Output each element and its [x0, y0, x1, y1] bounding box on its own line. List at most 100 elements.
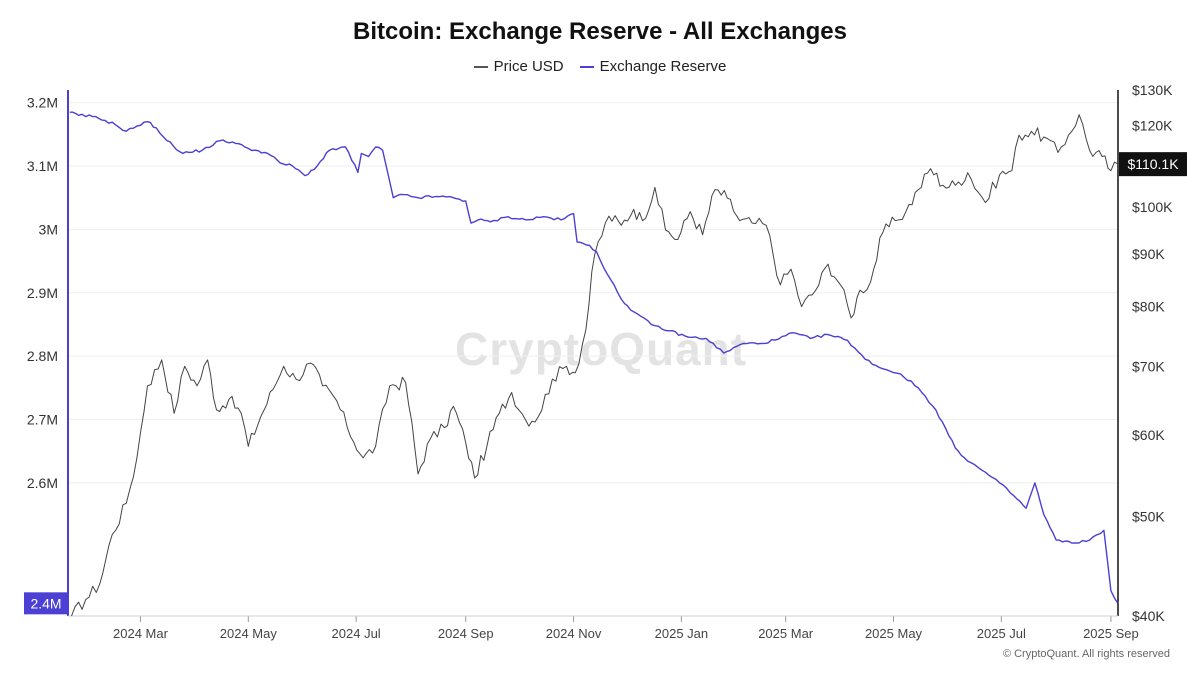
price-point [417, 472, 420, 475]
x-tick-label: 2024 Nov [546, 626, 602, 641]
price-point [227, 398, 230, 401]
reserve-point [470, 222, 473, 225]
reserve-point [705, 337, 708, 340]
price-point [404, 381, 407, 384]
reserve-point [899, 372, 902, 375]
price-point [998, 173, 1001, 176]
y-right-tick-label: $130K [1132, 82, 1173, 98]
reserve-point [165, 139, 168, 142]
reserve-point [572, 212, 575, 215]
x-tick-label: 2025 Jan [655, 626, 709, 641]
price-point [917, 188, 920, 191]
reserve-point [954, 447, 957, 450]
price-point [282, 365, 285, 368]
y-right-tick-label: $90K [1132, 246, 1165, 262]
price-point [98, 582, 101, 585]
reserve-point [385, 165, 388, 168]
price-point [473, 476, 476, 479]
reserve-point [881, 367, 884, 370]
price-point [1067, 134, 1070, 137]
reserve-point [417, 196, 420, 199]
price-point [443, 426, 446, 429]
price-point [676, 238, 679, 241]
price-point [881, 231, 884, 234]
reserve-point [181, 152, 184, 155]
y-right-tick-label: $60K [1132, 427, 1165, 443]
current-price-badge [1119, 152, 1187, 177]
chart-title: Bitcoin: Exchange Reserve - All Exchange… [353, 18, 847, 45]
reserve-point [576, 241, 579, 244]
reserve-point [77, 114, 80, 117]
reserve-point [827, 333, 830, 336]
price-point [429, 437, 432, 440]
watermark: CryptoQuant [455, 323, 748, 375]
price-point [966, 171, 969, 174]
legend-label-price: Price USD [493, 58, 564, 75]
reserve-point [524, 218, 527, 221]
reserve-point [917, 386, 920, 389]
reserve-point [1025, 507, 1028, 510]
reserve-point [266, 152, 269, 155]
y-right-tick-label: $80K [1132, 299, 1165, 315]
price-point [125, 502, 128, 505]
reserve-point [809, 337, 812, 340]
price-point [346, 426, 349, 429]
reserve-point [477, 218, 480, 221]
reserve-point [489, 220, 492, 223]
reserve-point [381, 149, 384, 152]
reserve-point [1117, 602, 1120, 605]
reserve-point [254, 149, 257, 152]
reserve-point [356, 171, 359, 174]
y-left-tick-label: 2.8M [27, 348, 58, 364]
price-point [894, 219, 897, 222]
reserve-point [434, 195, 437, 198]
price-point [800, 305, 803, 308]
legend-swatch-price [473, 65, 488, 68]
price-point [751, 221, 754, 224]
y-left-tick-label: 2.9M [27, 285, 58, 301]
price-point [551, 378, 554, 381]
current-reserve-label: 2.4M [30, 595, 61, 611]
y-right-tick-label: $120K [1132, 118, 1173, 134]
reserve-point [114, 123, 117, 126]
price-point [215, 408, 218, 411]
x-tick-label: 2025 Jul [977, 626, 1026, 641]
reserve-point [367, 155, 370, 158]
reserve-point [155, 127, 158, 130]
price-point [839, 283, 842, 286]
y-left-tick-label: 3.2M [27, 95, 58, 111]
x-tick-label: 2024 Sep [438, 626, 494, 641]
price-usd-line [71, 114, 1119, 617]
reserve-point [1109, 589, 1112, 592]
y-left-tick-label: 3M [39, 221, 58, 237]
price-point [510, 391, 513, 394]
price-point [321, 384, 324, 387]
reserve-point [219, 139, 222, 142]
price-point [593, 253, 596, 256]
legend-swatch-reserve [579, 65, 594, 68]
reserve-point [934, 409, 937, 412]
price-point [259, 415, 262, 418]
price-point [1109, 169, 1112, 172]
price-point [689, 210, 692, 213]
reserve-point [620, 298, 623, 301]
reserve-point [1042, 513, 1045, 516]
reserve-point [104, 119, 107, 122]
current-price-label: $110.1K [1127, 156, 1179, 172]
price-point [84, 598, 87, 601]
reserve-point [687, 336, 690, 339]
reserve-point [791, 331, 794, 334]
legend-item-price[interactable]: Price USD [473, 58, 564, 75]
reserve-point [279, 161, 282, 164]
price-point [664, 228, 667, 231]
price-point [183, 365, 186, 368]
reserve-point [963, 456, 966, 459]
legend-item-reserve[interactable]: Exchange Reserve [579, 58, 726, 75]
reserve-point [846, 339, 849, 342]
price-point [858, 289, 861, 292]
reserve-point [980, 469, 983, 472]
price-point [173, 412, 176, 415]
reserve-point [243, 146, 246, 149]
y-right-tick-label: $50K [1132, 508, 1165, 524]
exchange-reserve-line [69, 111, 1119, 604]
